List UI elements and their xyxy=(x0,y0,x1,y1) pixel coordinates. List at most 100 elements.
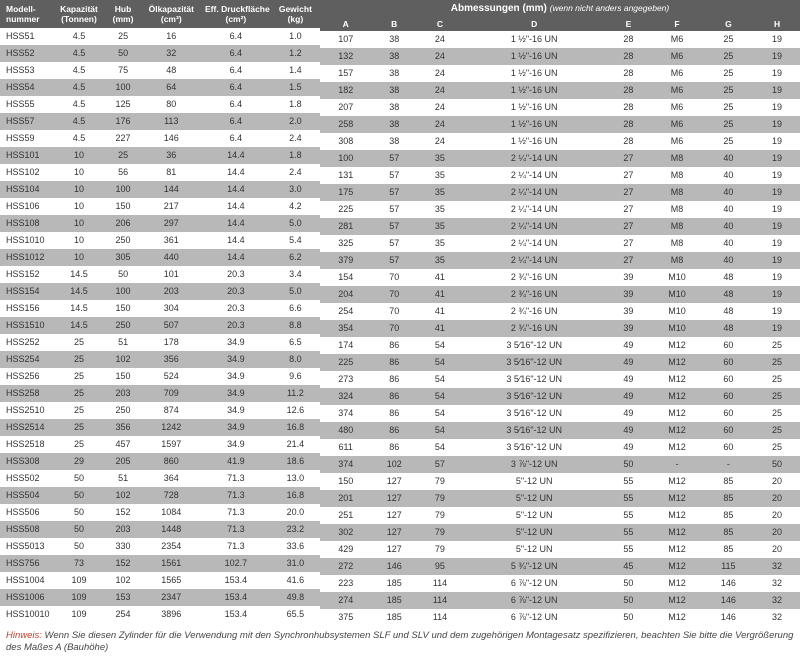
table-cell: 49 xyxy=(606,337,652,354)
table-row: 48086543 5⁄16"-12 UN49M126025 xyxy=(320,422,800,439)
table-cell: 20 xyxy=(754,541,800,558)
table-cell: 10 xyxy=(53,215,104,232)
table-cell: 39 xyxy=(606,320,652,337)
table-cell: 3896 xyxy=(142,606,201,623)
table-cell: 16 xyxy=(142,28,201,45)
table-cell: M12 xyxy=(651,405,702,422)
table-cell: 25 xyxy=(53,334,104,351)
table-cell: 250 xyxy=(105,402,142,419)
table-cell: 2.4 xyxy=(271,164,320,181)
table-cell: 1.8 xyxy=(271,96,320,113)
table-cell: 354 xyxy=(320,320,371,337)
table-cell: 38 xyxy=(371,133,417,150)
table-cell: 4.5 xyxy=(53,130,104,147)
table-cell: 80 xyxy=(142,96,201,113)
table-cell: 146 xyxy=(142,130,201,147)
right-col-header: A xyxy=(320,17,371,31)
right-body: 10738241 ½"-16 UN28M6251913238241 ½"-16 … xyxy=(320,31,800,626)
table-cell: 70 xyxy=(371,320,417,337)
table-row: 30838241 ½"-16 UN28M62519 xyxy=(320,133,800,150)
table-row: 2741851146 ⅞"-12 UN50M1214632 xyxy=(320,592,800,609)
table-cell: 1597 xyxy=(142,436,201,453)
table-cell: 2.0 xyxy=(271,113,320,130)
right-col-header: E xyxy=(606,17,652,31)
table-cell: HSS2510 xyxy=(0,402,53,419)
table-cell: 2 ¾"-16 UN xyxy=(463,286,606,303)
table-cell: 71.3 xyxy=(201,487,271,504)
table-cell: 153.4 xyxy=(201,589,271,606)
table-cell: 38 xyxy=(371,116,417,133)
table-cell: 85 xyxy=(703,507,754,524)
table-cell: 258 xyxy=(320,116,371,133)
table-cell: 1.8 xyxy=(271,147,320,164)
table-cell: 361 xyxy=(142,232,201,249)
table-cell: 250 xyxy=(105,232,142,249)
left-col-header: Eff. Druckfläche(cm²) xyxy=(201,0,271,28)
table-cell: 356 xyxy=(142,351,201,368)
table-cell: 35 xyxy=(417,252,463,269)
table-cell: 6 ⅞"-12 UN xyxy=(463,592,606,609)
table-cell: 14.5 xyxy=(53,317,104,334)
table-cell: 3 5⁄16"-12 UN xyxy=(463,354,606,371)
table-cell: 429 xyxy=(320,541,371,558)
table-cell: 14.5 xyxy=(53,266,104,283)
table-row: HSS10101025036114.45.4 xyxy=(0,232,320,249)
table-cell: HSS57 xyxy=(0,113,53,130)
table-cell: 57 xyxy=(371,201,417,218)
table-cell: 41 xyxy=(417,269,463,286)
left-col-header: Gewicht(kg) xyxy=(271,0,320,28)
hint-text: Wenn Sie diesen Zylinder für die Verwend… xyxy=(6,630,793,653)
table-cell: 39 xyxy=(606,303,652,320)
dim-group-header: Abmessungen (mm) (wenn nicht anders ange… xyxy=(320,0,800,17)
table-cell: 85 xyxy=(703,473,754,490)
table-cell: 5 ¾"-12 UN xyxy=(463,558,606,575)
table-cell: 28 xyxy=(606,99,652,116)
table-cell: 85 xyxy=(703,490,754,507)
table-cell: 207 xyxy=(320,99,371,116)
table-cell: 24 xyxy=(417,82,463,99)
table-cell: 1.5 xyxy=(271,79,320,96)
table-cell: 25 xyxy=(105,28,142,45)
table-cell: 21.4 xyxy=(271,436,320,453)
table-cell: 48 xyxy=(703,269,754,286)
table-cell: 34.9 xyxy=(201,419,271,436)
right-col-header: B xyxy=(371,17,417,31)
table-cell: 1 ½"-16 UN xyxy=(463,116,606,133)
table-cell: 25 xyxy=(703,48,754,65)
table-cell: 50 xyxy=(606,575,652,592)
table-cell: 127 xyxy=(371,541,417,558)
table-cell: HSS152 xyxy=(0,266,53,283)
table-cell: 150 xyxy=(105,300,142,317)
table-cell: HSS156 xyxy=(0,300,53,317)
table-row: 28157352 ¼"-14 UN27M84019 xyxy=(320,218,800,235)
table-row: 37486543 5⁄16"-12 UN49M126025 xyxy=(320,405,800,422)
table-cell: 14.4 xyxy=(201,198,271,215)
table-cell: 32 xyxy=(142,45,201,62)
table-row: HSS756731521561102.731.0 xyxy=(0,555,320,572)
table-cell: 49 xyxy=(606,388,652,405)
table-cell: 100 xyxy=(105,283,142,300)
table-cell: 5.0 xyxy=(271,215,320,232)
table-row: 13157352 ¼"-14 UN27M84019 xyxy=(320,167,800,184)
table-row: HSS3082920586041.918.6 xyxy=(0,453,320,470)
table-cell: 57 xyxy=(417,456,463,473)
table-cell: 57 xyxy=(371,150,417,167)
table-cell: M8 xyxy=(651,201,702,218)
table-cell: 38 xyxy=(371,82,417,99)
table-cell: 48 xyxy=(142,62,201,79)
table-cell: 41.6 xyxy=(271,572,320,589)
table-cell: 2 ¼"-14 UN xyxy=(463,218,606,235)
table-cell: HSS506 xyxy=(0,504,53,521)
table-cell: 254 xyxy=(320,303,371,320)
table-cell: 32 xyxy=(754,609,800,626)
table-cell: 203 xyxy=(105,385,142,402)
table-row: HSS50650152108471.320.0 xyxy=(0,504,320,521)
table-cell: HSS1004 xyxy=(0,572,53,589)
table-cell: 113 xyxy=(142,113,201,130)
table-cell: 153.4 xyxy=(201,572,271,589)
table-cell: 60 xyxy=(703,439,754,456)
table-row: 302127795"-12 UN55M128520 xyxy=(320,524,800,541)
table-cell: 1.4 xyxy=(271,62,320,79)
table-row: HSS251825457159734.921.4 xyxy=(0,436,320,453)
table-cell: 19 xyxy=(754,201,800,218)
